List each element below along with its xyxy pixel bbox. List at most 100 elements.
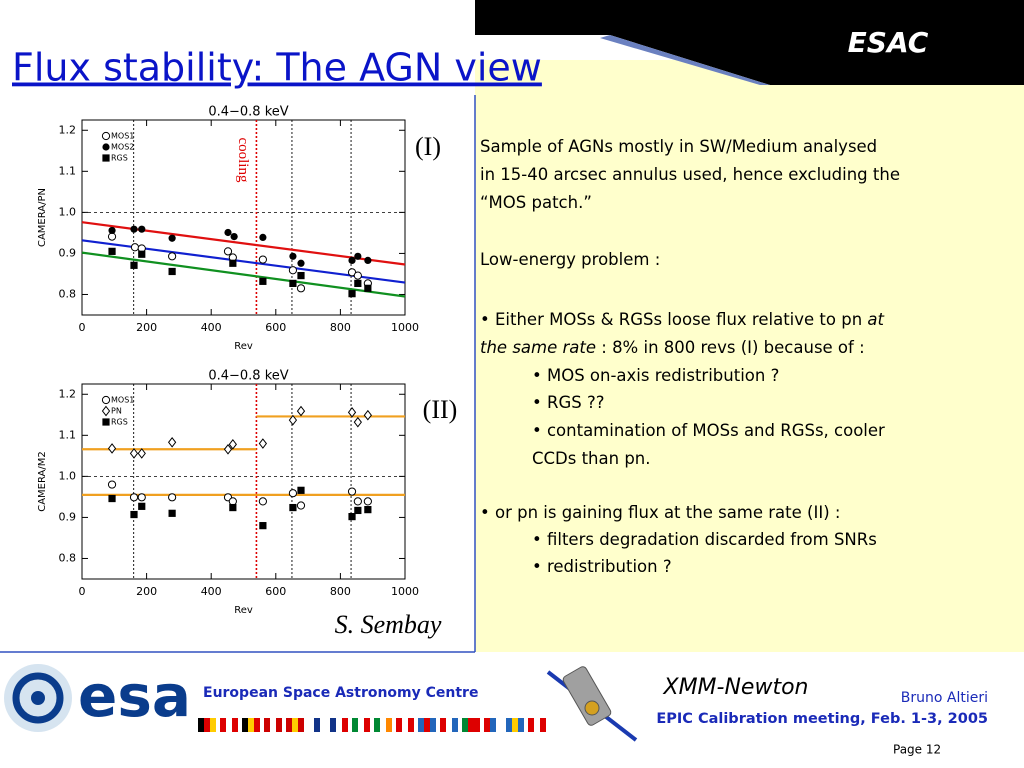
flag-stripe — [276, 718, 282, 732]
point — [168, 267, 176, 276]
flag-stripe — [264, 718, 270, 732]
legend-marker — [101, 131, 111, 141]
flag-stripe — [424, 718, 430, 732]
text-run: the same rate — [480, 338, 597, 357]
point — [296, 284, 306, 293]
y-tick-label: 1.0 — [59, 205, 77, 218]
y-tick-label: 1.2 — [59, 387, 77, 400]
text-run: • RGS ?? — [532, 393, 605, 412]
point — [354, 252, 362, 260]
text-run: • or pn is gaining flux at the same rate… — [480, 503, 841, 522]
point — [288, 414, 298, 426]
point — [259, 522, 267, 530]
flag-stripe — [418, 718, 424, 732]
logo-ring — [12, 672, 64, 724]
flag-stripe — [320, 718, 326, 732]
point — [347, 487, 357, 496]
point — [347, 407, 357, 418]
flag-stripe — [396, 718, 402, 732]
point — [138, 250, 146, 258]
point — [353, 271, 362, 280]
text-run: at — [867, 310, 884, 329]
point — [108, 247, 116, 255]
legend-label: MOS1 — [111, 396, 134, 405]
plot-title: 0.4−0.8 keV — [208, 105, 288, 120]
text-run: Sample of AGNs mostly in SW/Medium analy… — [480, 137, 878, 156]
panel-label: (I) — [415, 132, 441, 161]
x-tick-label: 0 — [79, 321, 86, 334]
y-tick-label: 1.2 — [59, 123, 77, 136]
x-tick-label: 1000 — [391, 321, 419, 334]
point — [168, 234, 176, 242]
legend-label: RGS — [111, 154, 128, 163]
point — [363, 497, 372, 506]
x-axis-label: Rev — [234, 605, 253, 616]
x-tick-label: 400 — [201, 585, 222, 598]
flag-stripe — [386, 718, 392, 732]
flag-stripe — [452, 718, 458, 732]
flag-stripe — [330, 718, 336, 732]
point — [258, 255, 267, 264]
flag-stripe — [512, 718, 518, 732]
flag-stripe — [496, 718, 502, 732]
point — [289, 503, 297, 512]
flag-stripe — [336, 718, 342, 732]
y-axis-label: CAMERA/PN — [37, 188, 48, 247]
point — [130, 225, 138, 233]
legend-marker — [102, 154, 110, 162]
point — [363, 409, 372, 421]
legend-marker — [102, 418, 110, 426]
flag-stripe — [518, 718, 524, 732]
point — [130, 510, 138, 519]
header-banner — [475, 0, 1024, 85]
text-run: “MOS patch.” — [480, 193, 592, 212]
y-tick-label: 0.8 — [59, 551, 77, 564]
point — [258, 438, 268, 449]
plot-frame — [81, 383, 406, 580]
point — [107, 232, 117, 241]
x-tick-label: 0 — [79, 585, 86, 598]
x-tick-label: 200 — [136, 585, 157, 598]
text-line: CCDs than pn. — [532, 449, 651, 469]
flag-stripe — [462, 718, 468, 732]
text-run: : 8% in 800 revs (I) because of : — [596, 338, 865, 357]
point — [288, 489, 298, 498]
point — [289, 279, 297, 287]
y-tick-label: 1.1 — [59, 428, 77, 441]
satellite-icon — [562, 666, 612, 726]
point — [297, 259, 305, 267]
logo-text: esa — [78, 662, 191, 730]
satellite-mirror — [584, 700, 600, 716]
y-tick-label: 0.9 — [59, 510, 77, 523]
legend-marker — [101, 405, 111, 417]
text-line: • Either MOSs & RGSs loose flux relative… — [480, 310, 884, 330]
flag-stripe — [540, 718, 546, 732]
flag-stripe — [308, 718, 314, 732]
text-line: • filters degradation discarded from SNR… — [532, 530, 877, 550]
point — [288, 266, 298, 275]
text-line: • contamination of MOSs and RGSs, cooler — [532, 421, 885, 441]
flag-stripe — [254, 718, 260, 732]
page-number: Page 12 — [893, 743, 941, 757]
fit-line — [81, 251, 406, 298]
point — [364, 506, 372, 514]
flag-stripe — [474, 718, 480, 732]
flag-stripe — [358, 718, 364, 732]
point — [223, 443, 233, 455]
x-tick-label: 800 — [330, 585, 351, 598]
text-run: in 15-40 arcsec annulus used, hence excl… — [480, 165, 900, 184]
logo-core — [31, 691, 45, 705]
text-run: • contamination of MOSs and RGSs, cooler — [532, 421, 885, 440]
flag-stripe — [298, 718, 304, 732]
point — [137, 448, 146, 459]
credit: S. Sembay — [335, 610, 442, 639]
point — [364, 256, 372, 264]
x-tick-label: 800 — [330, 321, 351, 334]
x-tick-label: 1000 — [391, 585, 419, 598]
point — [130, 261, 138, 269]
flag-stripe — [220, 718, 226, 732]
point — [168, 509, 176, 517]
flag-stripe — [380, 718, 386, 732]
point — [168, 252, 177, 261]
